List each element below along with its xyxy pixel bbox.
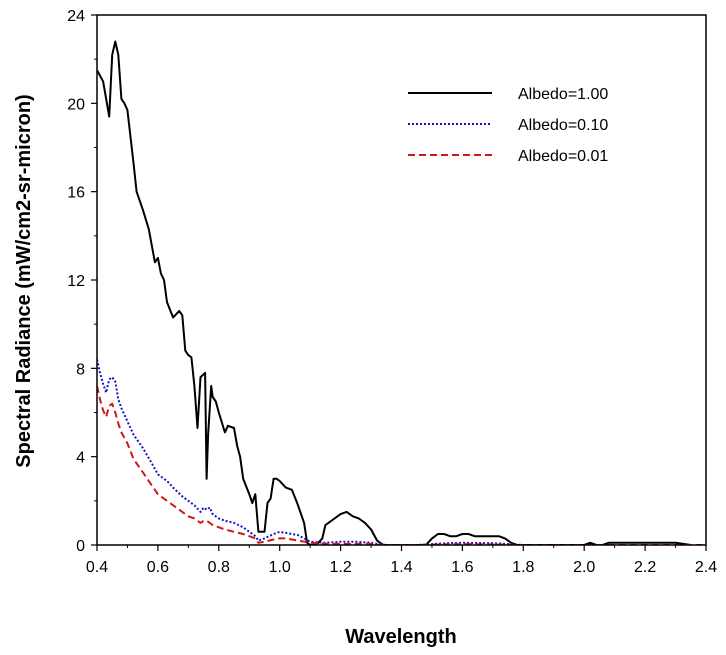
legend-label-1: Albedo=1.00 (518, 86, 608, 103)
x-tick-label: 0.6 (147, 559, 169, 576)
x-tick-label: 2.4 (695, 559, 717, 576)
plot-frame (96, 14, 707, 546)
y-tick-label: 24 (67, 8, 85, 25)
y-tick-label: 4 (76, 450, 85, 467)
x-tick-label: 2.0 (573, 559, 595, 576)
x-tick-label: 2.2 (634, 559, 656, 576)
series-line-1 (97, 40, 691, 545)
y-tick-label: 16 (67, 185, 85, 202)
ticks-layer: 0.4 0.6 0.8 1.0 1.2 1.4 1.6 1.8 2.0 2.2 2.4 0 4 8 12 16… (67, 8, 717, 576)
x-tick-label: 0.4 (86, 559, 108, 576)
x-tick-label: 1.0 (269, 559, 291, 576)
x-tick-label: 1.8 (512, 559, 534, 576)
axes-layer (96, 14, 707, 546)
legend-label-2: Albedo=0.10 (518, 117, 608, 134)
legend-label-3: Albedo=0.01 (518, 148, 608, 165)
legend: Albedo=1.00 Albedo=0.10 Albedo=0.01 (408, 86, 608, 165)
series-line-3 (97, 385, 706, 545)
y-tick-label: 20 (67, 96, 85, 113)
x-tick-label: 1.4 (390, 559, 412, 576)
series-layer (97, 40, 706, 545)
y-tick-label: 8 (76, 361, 85, 378)
x-tick-label: 0.8 (208, 559, 230, 576)
y-tick-label: 0 (76, 538, 85, 555)
y-axis-title: Spectral Radiance (mW/cm2-sr-micron) (13, 94, 35, 467)
series-line-2 (97, 359, 524, 545)
x-axis-title: Wavelength (345, 626, 457, 648)
x-tick-label: 1.2 (329, 559, 351, 576)
x-tick-label: 1.6 (451, 559, 473, 576)
y-tick-label: 12 (67, 273, 85, 290)
